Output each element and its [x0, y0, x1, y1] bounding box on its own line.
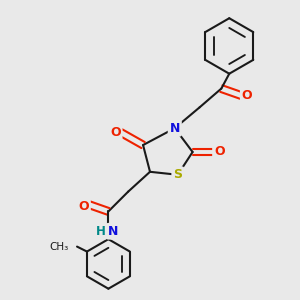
Text: O: O	[214, 146, 225, 158]
Text: O: O	[242, 89, 252, 102]
Text: O: O	[110, 126, 121, 139]
Text: O: O	[78, 200, 89, 213]
Text: N: N	[108, 225, 118, 238]
Text: S: S	[173, 168, 182, 181]
Text: N: N	[169, 122, 180, 135]
Text: H: H	[95, 225, 105, 238]
Text: CH₃: CH₃	[50, 242, 69, 252]
